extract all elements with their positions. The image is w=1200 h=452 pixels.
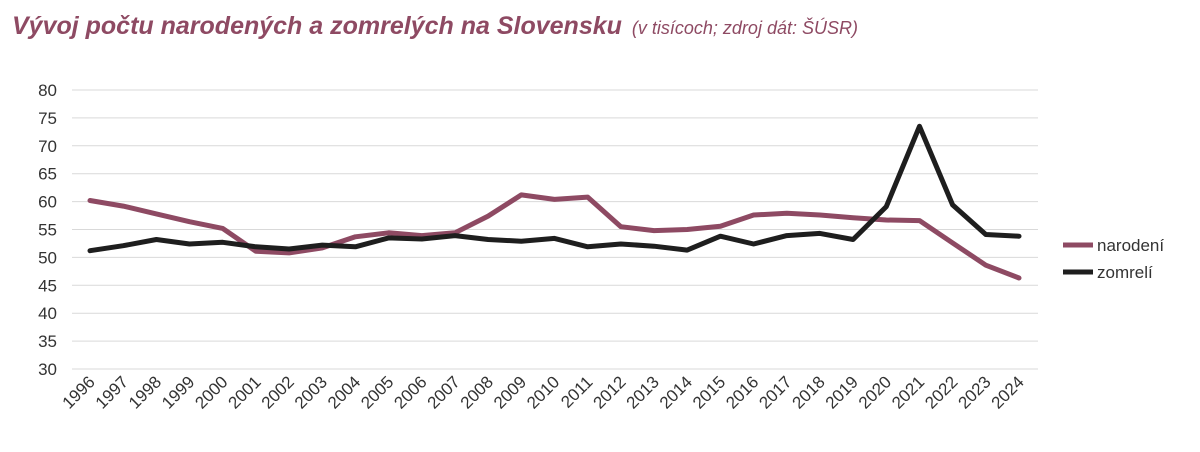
chart-title: Vývoj počtu narodených a zomrelých na Sl… [12,12,622,40]
legend: narodení zomrelí [1063,236,1164,282]
x-axis-tick-labels: 1996199719981999200020012002200320042005… [59,372,1028,412]
y-tick-label: 80 [38,81,57,100]
x-tick-label: 2013 [623,372,663,412]
x-tick-label: 1998 [125,372,165,412]
y-tick-label: 60 [38,193,57,212]
x-tick-label: 2015 [689,372,729,412]
x-tick-label: 2004 [324,372,364,412]
x-tick-label: 2011 [557,372,596,411]
x-tick-label: 2003 [291,372,331,412]
x-tick-label: 2010 [523,372,563,412]
legend-label: zomrelí [1097,263,1153,282]
x-tick-label: 2019 [822,372,862,412]
y-tick-label: 30 [38,360,57,379]
x-tick-label: 2021 [888,372,928,412]
x-tick-label: 1997 [92,372,132,412]
x-tick-label: 2001 [225,372,265,412]
x-tick-label: 2020 [855,372,895,412]
x-tick-label: 2022 [921,372,961,412]
x-tick-label: 2009 [490,372,530,412]
x-tick-label: 2008 [457,372,497,412]
y-tick-label: 50 [38,248,57,267]
x-tick-label: 2012 [590,372,630,412]
chart-title-block: Vývoj počtu narodených a zomrelých na Sl… [12,12,858,41]
x-tick-label: 2000 [191,372,231,412]
series-lines [87,123,1022,281]
x-tick-label: 2016 [722,372,762,412]
x-tick-label: 2005 [357,372,397,412]
x-tick-label: 2023 [954,372,994,412]
y-axis-tick-labels: 30 35 40 45 50 55 60 65 70 75 80 [38,81,57,379]
x-tick-label: 2018 [789,372,829,412]
x-tick-label: 2017 [755,372,795,412]
y-tick-label: 55 [38,221,57,240]
x-tick-label: 2006 [390,372,430,412]
x-tick-label: 2024 [988,372,1028,412]
y-tick-label: 65 [38,165,57,184]
x-tick-label: 2007 [424,372,464,412]
y-tick-label: 40 [38,304,57,323]
x-tick-label: 1999 [158,372,198,412]
y-tick-label: 35 [38,332,57,351]
chart-subtitle: (v tisícoch; zdroj dát: ŠÚSR) [631,18,858,38]
y-tick-label: 70 [38,137,57,156]
y-tick-label: 45 [38,276,57,295]
x-tick-label: 1996 [59,372,99,412]
y-tick-label: 75 [38,109,57,128]
x-tick-label: 2014 [656,372,696,412]
legend-label: narodení [1097,236,1164,255]
x-tick-label: 2002 [258,372,298,412]
